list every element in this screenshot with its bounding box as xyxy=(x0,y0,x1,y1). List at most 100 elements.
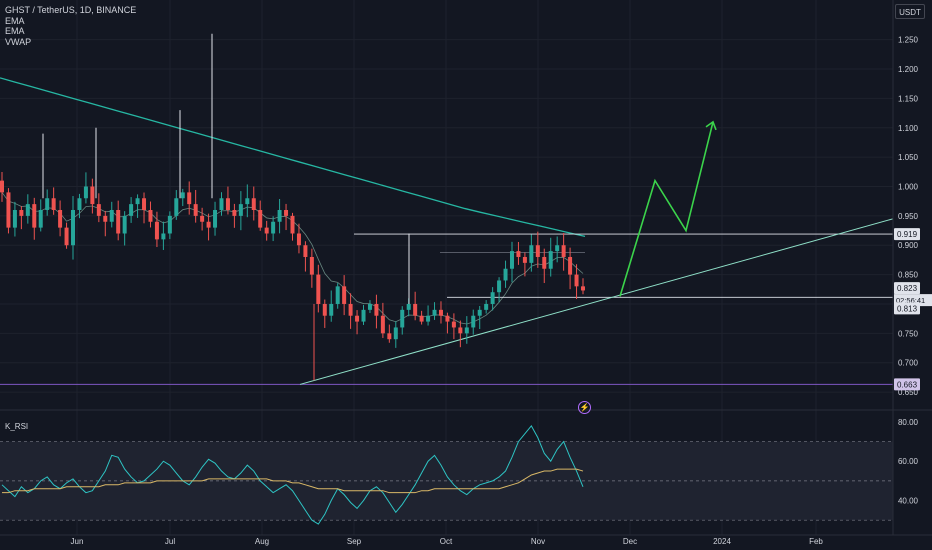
candle-body xyxy=(154,221,159,240)
price-axis-tick: 0.850 xyxy=(898,271,919,280)
candle-body xyxy=(497,280,502,293)
price-axis-tick: 0.900 xyxy=(898,241,919,250)
rsi-pane-background xyxy=(0,441,893,521)
support-price-tag-bg xyxy=(894,378,920,391)
candle-body xyxy=(329,303,334,316)
candle-body xyxy=(0,180,4,193)
candle-body xyxy=(64,227,69,246)
indicator-vwap[interactable]: VWAP xyxy=(5,36,32,47)
candle-body xyxy=(135,198,140,205)
time-axis-tick: Feb xyxy=(809,537,823,546)
candle-body xyxy=(548,251,553,269)
candle-body xyxy=(535,245,540,257)
candle-body xyxy=(355,315,360,322)
rsi-axis-tick: 80.00 xyxy=(898,418,919,427)
bid-price-tag: 0.813 xyxy=(897,304,918,313)
price-axis-tick: 0.950 xyxy=(898,212,919,221)
candle-body xyxy=(529,245,534,263)
chart-legend: GHST / TetherUS, 1D, BINANCE EMA EMA VWA… xyxy=(5,5,136,47)
resistance-price-tag-bg xyxy=(894,228,920,241)
candle-body xyxy=(400,309,405,328)
candle-body xyxy=(471,315,476,328)
candle-body xyxy=(387,333,392,340)
candle-body xyxy=(148,210,153,222)
candle-body xyxy=(142,198,147,210)
resistance-price-tag: 0.919 xyxy=(897,230,918,239)
ascending-trendline xyxy=(299,218,894,385)
candle-body xyxy=(509,251,514,269)
price-axis-tick: 1.150 xyxy=(898,94,919,103)
candle-body xyxy=(45,198,50,210)
countdown-tag: 02:56:41 xyxy=(896,296,925,305)
candle-body xyxy=(116,210,121,234)
time-axis-tick: Sep xyxy=(347,537,362,546)
candle-body xyxy=(25,204,30,216)
candle-body xyxy=(109,210,114,222)
candle-body xyxy=(419,315,424,322)
candle-body xyxy=(277,210,282,222)
time-axis-tick: 2024 xyxy=(713,537,731,546)
candle-body xyxy=(232,210,237,216)
candle-body xyxy=(213,210,218,228)
candle-body xyxy=(83,186,88,199)
rsi-pane-label[interactable]: K_RSI xyxy=(5,422,29,431)
time-axis-tick: Oct xyxy=(440,537,453,546)
indicator-ema-2[interactable]: EMA xyxy=(5,26,25,36)
projection-path xyxy=(619,121,714,297)
candle-body xyxy=(167,215,172,234)
candle-body xyxy=(380,315,385,334)
candlestick-series xyxy=(0,33,585,381)
indicator-ema-1[interactable]: EMA xyxy=(5,15,25,26)
candle-body xyxy=(361,309,366,322)
candle-body xyxy=(174,198,179,216)
candle-body xyxy=(245,198,250,205)
candle-body xyxy=(561,245,566,257)
candle-body xyxy=(413,303,418,316)
rsi-series xyxy=(1,424,584,525)
candle-body xyxy=(432,309,437,316)
symbol-title[interactable]: GHST / TetherUS, 1D, BINANCE xyxy=(5,5,137,15)
candle-body xyxy=(484,303,489,310)
candle-body xyxy=(90,186,95,205)
last-price-tag: 0.823 xyxy=(897,284,918,293)
candle-body xyxy=(522,256,527,263)
candle-body xyxy=(51,198,56,210)
price-axis-tick: 0.750 xyxy=(898,329,919,338)
candle-body xyxy=(490,292,495,304)
candle-body xyxy=(161,233,166,240)
candle-body xyxy=(574,274,579,287)
candle-body xyxy=(426,315,431,322)
candle-body xyxy=(516,251,521,257)
candle-body xyxy=(581,286,585,291)
rsi-line xyxy=(1,424,584,525)
candle-body xyxy=(438,309,443,316)
candle-body xyxy=(322,303,327,316)
candle-body xyxy=(32,204,37,228)
candle-body xyxy=(542,256,547,269)
candle-body xyxy=(290,215,295,234)
candle-body xyxy=(335,286,340,304)
candle-body xyxy=(464,327,469,334)
candle-body xyxy=(96,204,101,216)
rsi-axis-tick: 60.00 xyxy=(898,457,919,466)
time-axis-tick: Jul xyxy=(165,537,175,546)
candle-body xyxy=(342,286,347,304)
price-axis-tick: 1.050 xyxy=(898,153,919,162)
candle-body xyxy=(71,210,76,246)
candle-body xyxy=(200,215,205,222)
lightning-icon[interactable]: ⚡ xyxy=(578,401,591,414)
candle-body xyxy=(445,315,450,322)
candle-body xyxy=(129,204,134,216)
candle-body xyxy=(6,192,11,228)
projection-arrowhead xyxy=(705,120,717,131)
candle-body xyxy=(193,204,198,216)
bid-price-tag-bg xyxy=(894,302,920,315)
candle-body xyxy=(19,210,24,216)
candle-body xyxy=(103,215,108,222)
candle-body xyxy=(122,215,127,234)
currency-unit-button[interactable]: USDT xyxy=(895,4,925,19)
time-axis-tick: Aug xyxy=(255,537,269,546)
candle-body xyxy=(458,327,463,334)
